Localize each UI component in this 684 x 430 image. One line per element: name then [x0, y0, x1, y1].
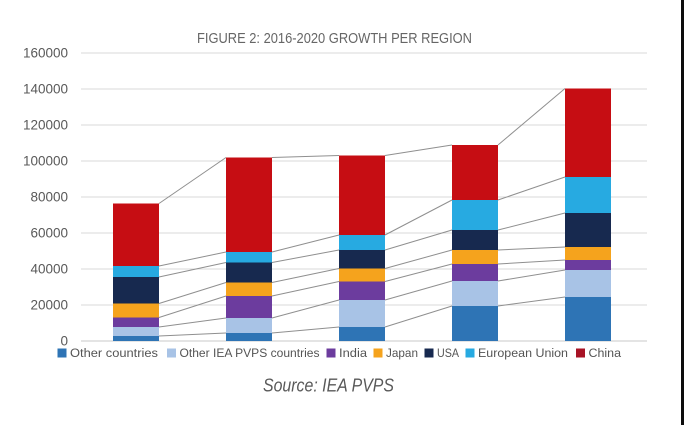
svg-text:USA: USA [437, 346, 460, 360]
svg-text:European Union: European Union [478, 346, 568, 360]
svg-text:100000: 100000 [23, 154, 68, 169]
svg-text:FIGURE 2: 2016-2020 GROWTH PER: FIGURE 2: 2016-2020 GROWTH PER REGION [197, 31, 472, 47]
svg-text:20000: 20000 [30, 298, 68, 313]
svg-text:China: China [589, 346, 622, 360]
svg-text:Source: IEA PVPS: Source: IEA PVPS [263, 375, 395, 396]
svg-text:Other IEA PVPS countries: Other IEA PVPS countries [180, 346, 320, 360]
svg-text:140000: 140000 [23, 82, 68, 97]
svg-text:40000: 40000 [30, 262, 68, 277]
svg-text:Other countries: Other countries [70, 346, 158, 360]
svg-text:0: 0 [60, 334, 68, 349]
svg-text:160000: 160000 [23, 46, 68, 61]
svg-text:Japan: Japan [386, 346, 418, 360]
svg-text:India: India [339, 346, 367, 360]
svg-text:120000: 120000 [23, 118, 68, 133]
svg-text:60000: 60000 [30, 226, 68, 241]
svg-text:80000: 80000 [30, 190, 68, 205]
